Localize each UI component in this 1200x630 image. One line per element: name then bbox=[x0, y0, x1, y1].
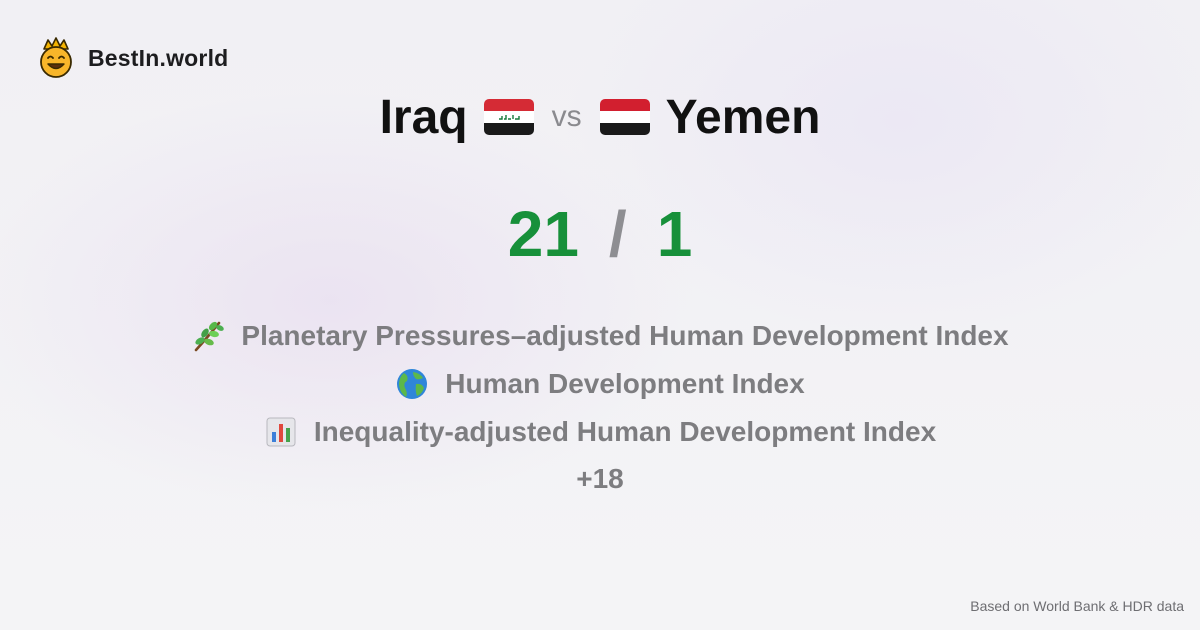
metric-item[interactable]: Inequality-adjusted Human Development In… bbox=[264, 408, 936, 456]
score-separator: / bbox=[608, 198, 627, 270]
score-a: 21 bbox=[507, 198, 579, 270]
bar-chart-icon bbox=[264, 415, 298, 449]
metric-item[interactable]: Planetary Pressures–adjusted Human Devel… bbox=[191, 312, 1009, 360]
more-metrics-count[interactable]: +18 bbox=[576, 463, 624, 494]
metric-label: Human Development Index bbox=[445, 368, 805, 399]
brand-header[interactable]: BestIn.world bbox=[38, 36, 228, 80]
brand-name: BestIn.world bbox=[88, 44, 229, 71]
globe-icon bbox=[395, 367, 429, 401]
comparison-title: Iraq vs Yemen bbox=[0, 86, 1200, 148]
vs-label: vs bbox=[551, 100, 582, 133]
metric-item[interactable]: Human Development Index bbox=[395, 360, 805, 408]
metric-list: Planetary Pressures–adjusted Human Devel… bbox=[0, 312, 1200, 502]
score-b: 1 bbox=[656, 198, 693, 270]
metric-label: Inequality-adjusted Human Development In… bbox=[313, 416, 937, 447]
crowned-smiley-icon bbox=[38, 37, 74, 79]
metric-label: Planetary Pressures–adjusted Human Devel… bbox=[241, 320, 1009, 351]
country-a-name[interactable]: Iraq bbox=[379, 90, 468, 144]
yemen-flag-icon bbox=[599, 99, 650, 135]
herb-icon bbox=[191, 319, 225, 353]
data-source-note: Based on World Bank & HDR data bbox=[970, 598, 1184, 614]
score-display: 21 / 1 bbox=[0, 194, 1200, 274]
iraq-flag-icon bbox=[483, 99, 534, 135]
country-b-name[interactable]: Yemen bbox=[665, 90, 821, 144]
